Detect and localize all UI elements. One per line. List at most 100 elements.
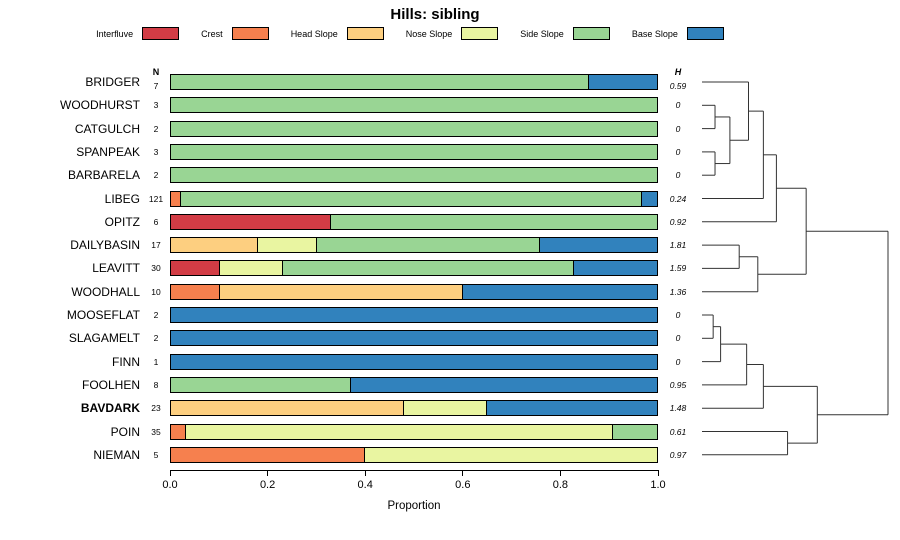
row-label: CATGULCH [74, 121, 140, 136]
legend-swatch [686, 27, 724, 40]
row-h-value: 0.92 [669, 216, 687, 227]
row-n-value: 10 [151, 286, 161, 297]
row-h-value: 0 [675, 170, 681, 181]
axis-tick [657, 470, 659, 476]
row-label: OPITZ [104, 214, 140, 229]
axis-tick-label: 0.4 [357, 479, 373, 491]
row-label: BARBARELA [67, 168, 140, 183]
legend-label: Head Slope [290, 28, 338, 39]
row-n-value: 3 [153, 146, 159, 157]
row-n-value: 3 [153, 100, 159, 111]
bar-segment-side-slope [171, 168, 657, 183]
axis-tick-label: 1.0 [650, 479, 666, 491]
n-column-header: N [152, 67, 160, 77]
row-n-value: 2 [153, 310, 159, 320]
bar-segment-nose-slope [258, 238, 317, 253]
bar-segment-side-slope [282, 261, 575, 276]
stacked-bar [170, 237, 658, 254]
stacked-bar [170, 353, 658, 370]
row-h-value: 0 [675, 333, 681, 344]
legend-label: Crest [201, 28, 223, 39]
axis-tick [559, 470, 561, 476]
row-label: POIN [110, 424, 140, 439]
row-n-value: 23 [151, 403, 161, 414]
bar-segment-crest [171, 284, 220, 299]
row-h-value: 1.59 [669, 263, 687, 274]
stacked-bar [170, 283, 658, 300]
row-label: LIBEG [104, 191, 140, 206]
stacked-bar [170, 190, 658, 207]
axis-tick-label: 0.6 [455, 479, 471, 491]
row-label: NIEMAN [93, 447, 140, 462]
bar-segment-base-slope [642, 191, 657, 206]
row-label: WOODHURST [60, 98, 140, 113]
axis-tick-label: 0.8 [552, 479, 569, 491]
row-h-value: 0.24 [669, 193, 687, 204]
stacked-bar [170, 330, 658, 347]
bar-segment-base-slope [171, 354, 657, 369]
row-n-value: 5 [153, 449, 159, 460]
row-label: SLAGAMELT [68, 331, 140, 346]
row-h-value: 0 [675, 123, 681, 134]
bar-segment-side-slope [613, 424, 657, 439]
bar-segment-crest [171, 191, 181, 206]
row-n-value: 30 [151, 263, 161, 274]
row-h-value: 1.81 [669, 240, 687, 251]
row-n-value: 2 [153, 123, 159, 134]
row-label: SPANPEAK [76, 144, 140, 159]
bar-segment-nose-slope [185, 424, 614, 439]
row-n-value: 17 [151, 240, 161, 251]
stacked-bar [170, 423, 658, 440]
bar-segment-side-slope [171, 377, 351, 392]
legend-swatch [346, 27, 384, 40]
legend-label: Nose Slope [405, 28, 453, 39]
bar-segment-interfluve [171, 261, 220, 276]
chart-title: Hills: sibling [390, 6, 480, 23]
row-n-value: 8 [153, 379, 159, 390]
legend-item: Base Slope [632, 27, 724, 40]
bar-segment-base-slope [588, 75, 657, 89]
row-h-value: 0 [675, 356, 681, 367]
stacked-bar [170, 143, 658, 160]
row-n-value: 7 [153, 81, 159, 91]
bar-segment-side-slope [180, 191, 643, 206]
bar-segment-nose-slope [365, 447, 657, 462]
row-h-value: 0.61 [669, 426, 687, 437]
row-n-value: 6 [153, 216, 159, 227]
bar-segment-head-slope [171, 401, 405, 416]
row-label: LEAVITT [92, 261, 140, 276]
legend-item: Side Slope [520, 27, 610, 40]
bar-segment-base-slope [462, 284, 657, 299]
legend-item: Interfluve [96, 27, 180, 40]
stacked-bar [170, 74, 658, 90]
row-h-value: 0 [675, 100, 681, 111]
legend-swatch [461, 27, 499, 40]
stacked-bar [170, 400, 658, 417]
axis-tick-label: 0.2 [259, 479, 276, 491]
x-axis-line [170, 470, 658, 471]
x-axis-title: Proportion [387, 500, 441, 512]
stacked-bar [170, 167, 658, 184]
stacked-bar [170, 213, 658, 230]
row-label: WOODHALL [71, 284, 140, 299]
legend: Interfluve Crest Head Slope Nose Slope Side … [40, 27, 780, 40]
bar-segment-side-slope [171, 75, 589, 89]
legend-label: Interfluve [96, 28, 134, 39]
row-label: MOOSEFLAT [66, 308, 140, 322]
row-h-value: 0 [675, 310, 681, 320]
row-n-value: 121 [148, 193, 164, 204]
row-label: FINN [112, 354, 140, 369]
bar-segment-side-slope [316, 238, 541, 253]
stacked-bar [170, 260, 658, 277]
bar-segment-base-slope [171, 308, 657, 322]
row-h-value: 0.59 [669, 81, 687, 91]
bar-segment-side-slope [171, 121, 657, 136]
bar-segment-crest [171, 447, 366, 462]
axis-tick [169, 470, 171, 476]
stacked-bar [170, 376, 658, 393]
axis-tick [364, 470, 366, 476]
bar-segment-side-slope [171, 144, 657, 159]
axis-tick [462, 470, 464, 476]
axis-tick [267, 470, 269, 476]
bar-segment-nose-slope [219, 261, 283, 276]
